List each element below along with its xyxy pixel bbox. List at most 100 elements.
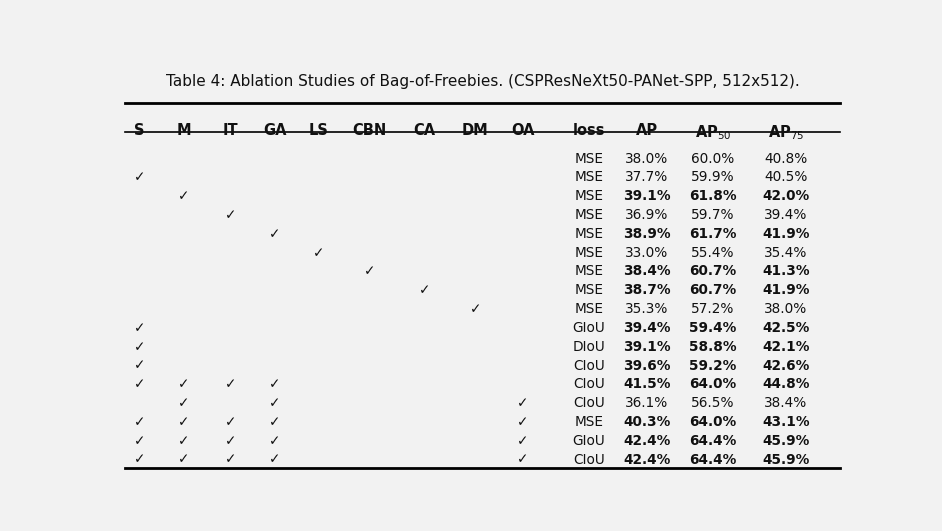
Text: ✓: ✓ (134, 358, 145, 373)
Text: CIoU: CIoU (573, 358, 605, 373)
Text: ✓: ✓ (269, 396, 281, 410)
Text: GIoU: GIoU (572, 321, 605, 335)
Text: ✓: ✓ (364, 264, 375, 278)
Text: ✓: ✓ (517, 452, 528, 467)
Text: 64.4%: 64.4% (690, 452, 737, 467)
Text: 61.8%: 61.8% (689, 189, 737, 203)
Text: 44.8%: 44.8% (762, 378, 809, 391)
Text: MSE: MSE (574, 246, 603, 260)
Text: OA: OA (512, 123, 535, 138)
Text: GA: GA (263, 123, 286, 138)
Text: AP: AP (636, 123, 658, 138)
Text: LS: LS (309, 123, 329, 138)
Text: ✓: ✓ (178, 189, 189, 203)
Text: ✓: ✓ (225, 208, 236, 222)
Text: ✓: ✓ (225, 415, 236, 429)
Text: ✓: ✓ (269, 378, 281, 391)
Text: 59.4%: 59.4% (690, 321, 737, 335)
Text: MSE: MSE (574, 152, 603, 166)
Text: 39.1%: 39.1% (624, 189, 671, 203)
Text: 38.4%: 38.4% (624, 264, 671, 278)
Text: ✓: ✓ (178, 452, 189, 467)
Text: ✓: ✓ (225, 434, 236, 448)
Text: ✓: ✓ (517, 396, 528, 410)
Text: 39.4%: 39.4% (624, 321, 671, 335)
Text: 42.6%: 42.6% (762, 358, 809, 373)
Text: 55.4%: 55.4% (691, 246, 735, 260)
Text: 45.9%: 45.9% (762, 452, 809, 467)
Text: GIoU: GIoU (572, 434, 605, 448)
Text: 36.1%: 36.1% (625, 396, 669, 410)
Text: CIoU: CIoU (573, 452, 605, 467)
Text: 35.4%: 35.4% (764, 246, 807, 260)
Text: 43.1%: 43.1% (762, 415, 809, 429)
Text: 40.8%: 40.8% (764, 152, 807, 166)
Text: 40.5%: 40.5% (764, 170, 807, 184)
Text: 39.6%: 39.6% (624, 358, 671, 373)
Text: 36.9%: 36.9% (625, 208, 669, 222)
Text: ✓: ✓ (178, 415, 189, 429)
Text: ✓: ✓ (269, 452, 281, 467)
Text: 56.5%: 56.5% (691, 396, 735, 410)
Text: 59.7%: 59.7% (691, 208, 735, 222)
Text: 58.8%: 58.8% (689, 340, 737, 354)
Text: MSE: MSE (574, 415, 603, 429)
Text: 42.0%: 42.0% (762, 189, 809, 203)
Text: 42.5%: 42.5% (762, 321, 809, 335)
Text: 60.7%: 60.7% (690, 283, 737, 297)
Text: ✓: ✓ (134, 434, 145, 448)
Text: ✓: ✓ (418, 283, 430, 297)
Text: 38.4%: 38.4% (764, 396, 807, 410)
Text: M: M (176, 123, 191, 138)
Text: 41.9%: 41.9% (762, 227, 809, 241)
Text: ✓: ✓ (178, 434, 189, 448)
Text: 41.3%: 41.3% (762, 264, 809, 278)
Text: 33.0%: 33.0% (625, 246, 669, 260)
Text: DM: DM (463, 123, 489, 138)
Text: MSE: MSE (574, 302, 603, 316)
Text: MSE: MSE (574, 283, 603, 297)
Text: 64.0%: 64.0% (690, 415, 737, 429)
Text: CIoU: CIoU (573, 396, 605, 410)
Text: 41.5%: 41.5% (624, 378, 671, 391)
Text: DIoU: DIoU (572, 340, 605, 354)
Text: 59.2%: 59.2% (690, 358, 737, 373)
Text: ✓: ✓ (269, 227, 281, 241)
Text: 40.3%: 40.3% (624, 415, 671, 429)
Text: ✓: ✓ (134, 415, 145, 429)
Text: ✓: ✓ (517, 434, 528, 448)
Text: ✓: ✓ (313, 246, 324, 260)
Text: 60.7%: 60.7% (690, 264, 737, 278)
Text: 64.4%: 64.4% (690, 434, 737, 448)
Text: 61.7%: 61.7% (689, 227, 737, 241)
Text: IT: IT (223, 123, 238, 138)
Text: MSE: MSE (574, 170, 603, 184)
Text: ✓: ✓ (134, 321, 145, 335)
Text: Table 4: Ablation Studies of Bag-of-Freebies. (CSPResNeXt50-PANet-SPP, 512x512).: Table 4: Ablation Studies of Bag-of-Free… (166, 74, 800, 89)
Text: $\mathbf{AP}_{50}$: $\mathbf{AP}_{50}$ (694, 123, 731, 142)
Text: 64.0%: 64.0% (690, 378, 737, 391)
Text: S: S (135, 123, 145, 138)
Text: ✓: ✓ (269, 434, 281, 448)
Text: 38.7%: 38.7% (624, 283, 671, 297)
Text: 60.0%: 60.0% (691, 152, 735, 166)
Text: CBN: CBN (352, 123, 387, 138)
Text: ✓: ✓ (178, 378, 189, 391)
Text: ✓: ✓ (269, 415, 281, 429)
Text: $\mathbf{AP}_{75}$: $\mathbf{AP}_{75}$ (768, 123, 804, 142)
Text: MSE: MSE (574, 227, 603, 241)
Text: MSE: MSE (574, 208, 603, 222)
Text: CIoU: CIoU (573, 378, 605, 391)
Text: MSE: MSE (574, 264, 603, 278)
Text: ✓: ✓ (134, 170, 145, 184)
Text: ✓: ✓ (225, 378, 236, 391)
Text: 38.0%: 38.0% (764, 302, 807, 316)
Text: 37.7%: 37.7% (625, 170, 669, 184)
Text: 42.4%: 42.4% (624, 452, 671, 467)
Text: ✓: ✓ (517, 415, 528, 429)
Text: 35.3%: 35.3% (625, 302, 669, 316)
Text: 45.9%: 45.9% (762, 434, 809, 448)
Text: MSE: MSE (574, 189, 603, 203)
Text: ✓: ✓ (178, 396, 189, 410)
Text: 42.4%: 42.4% (624, 434, 671, 448)
